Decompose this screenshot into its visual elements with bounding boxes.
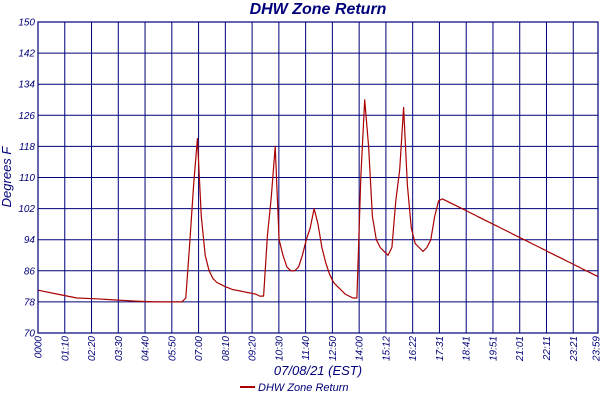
y-tick-labels: 70 78 86 94 102 110 118 126 134 142 150 [18,18,35,340]
x-tick-label: 03:30 [114,336,125,361]
plot-area [37,99,599,303]
y-tick-label: 142 [18,49,35,60]
x-tick-labels: 0000 01:10 02:20 03:30 04:40 05:50 07:00 08:10 0… [34,336,600,362]
x-tick-label: 23:21 [569,336,580,362]
y-tick-label: 78 [24,297,36,308]
y-tick-label: 150 [18,18,35,29]
x-axis-title: 07/08/21 (EST) [274,363,362,378]
chart-title: DHW Zone Return [250,1,387,18]
y-tick-label: 126 [18,111,35,122]
x-tick-label: 08:10 [221,336,232,361]
y-tick-label: 102 [18,204,35,215]
x-tick-label: 0000 [34,336,45,359]
y-tick-label: 86 [24,266,36,277]
x-tick-label: 21:01 [515,336,526,362]
x-tick-label: 05:50 [167,336,178,361]
x-tick-label: 04:40 [141,336,152,361]
x-tick-label: 10:30 [274,336,285,361]
x-tick-label: 01:10 [60,336,71,361]
x-tick-label: 23:59 [592,336,600,362]
legend: DHW Zone Return [240,382,348,394]
x-tick-label: 17:31 [435,336,446,361]
x-tick-label: 15:12 [381,336,392,361]
y-tick-label: 110 [19,173,35,184]
x-tick-label: 16:22 [408,336,419,361]
x-tick-label: 22:11 [542,336,553,361]
x-tick-label: 02:20 [87,336,98,361]
plot-frame [37,21,599,334]
y-axis-title: Degrees F [0,146,14,208]
x-tick-label: 18:41 [462,336,473,361]
x-tick-label: 07:00 [194,336,205,361]
y-tick-label: 70 [24,329,36,340]
x-tick-label: 14:00 [355,336,366,361]
y-tick-label: 94 [24,235,36,246]
legend-label: DHW Zone Return [258,382,348,394]
x-tick-label: 09:20 [248,336,259,361]
x-tick-label: 12:50 [328,336,339,361]
grid-lines [38,21,598,334]
x-tick-label: 19:51 [488,336,499,361]
y-tick-label: 118 [19,142,35,153]
x-tick-label: 11:40 [301,336,312,361]
series-line [37,99,599,303]
y-tick-label: 134 [18,80,35,91]
